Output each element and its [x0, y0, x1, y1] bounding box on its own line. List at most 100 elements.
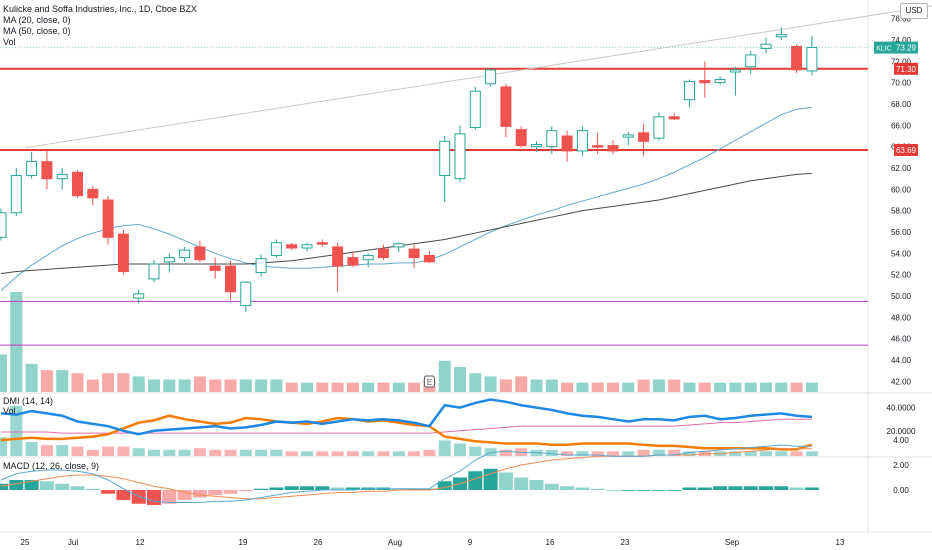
- volume-bar: [408, 382, 421, 392]
- price-tick-label: 46.00: [891, 335, 912, 344]
- ma50-legend[interactable]: MA (50, close, 0): [3, 26, 71, 36]
- macd-histogram-bar: [147, 490, 161, 505]
- dmi-volume-bar: [408, 451, 421, 456]
- macd-histogram-bar: [85, 488, 100, 490]
- volume-bar: [591, 382, 604, 392]
- volume-bar: [331, 382, 344, 392]
- price-tick-label: 54.00: [891, 249, 912, 258]
- candle-body: [485, 69, 497, 85]
- macd-histogram-bar: [759, 486, 773, 490]
- volume-bar: [270, 379, 283, 392]
- candle-body: [148, 263, 160, 280]
- candle-body: [760, 43, 772, 50]
- candle-body: [684, 81, 695, 101]
- dmi-label[interactable]: DMI (14, 14): [3, 396, 54, 406]
- volume-bar: [163, 379, 176, 392]
- macd-histogram-bar: [55, 483, 70, 490]
- time-axis-label: 12: [136, 538, 145, 547]
- volume-bar: [117, 373, 130, 392]
- macd-histogram-bar: [743, 486, 758, 490]
- dmi-volume-bar: [392, 451, 405, 456]
- macd-histogram-bar: [713, 486, 728, 490]
- ticker-badge: KLIC: [876, 46, 892, 53]
- volume-bar: [790, 382, 803, 392]
- macd-histogram-bar: [131, 490, 146, 504]
- time-axis-label: Aug: [388, 538, 402, 547]
- time-axis-label: Sep: [725, 538, 740, 547]
- macd-histogram-bar: [804, 487, 819, 490]
- macd-histogram-bar: [590, 488, 605, 490]
- macd-histogram-bar: [177, 490, 192, 500]
- dmi-volume-bar: [163, 449, 176, 456]
- candle-body: [194, 246, 206, 261]
- candle-body: [0, 212, 7, 238]
- candle-body: [607, 145, 619, 152]
- time-axis-label: 19: [239, 538, 248, 547]
- dmi-volume-bar: [255, 449, 268, 456]
- macd-histogram-bar: [9, 480, 24, 490]
- last-price-badge-bg: [894, 41, 918, 54]
- candle-body: [699, 80, 711, 84]
- dmi-volume-bar: [224, 449, 237, 456]
- dmi-volume-bar: [316, 451, 329, 456]
- dmi-volume-bar: [744, 451, 757, 456]
- price-tick-label: 42.00: [891, 377, 912, 386]
- candle-body: [347, 257, 359, 266]
- candle-body: [179, 249, 191, 259]
- macd-histogram-bar: [728, 486, 743, 490]
- price-tick-label: 50.00: [891, 292, 912, 301]
- volume-bar: [637, 379, 650, 392]
- volume-bar: [652, 379, 665, 392]
- macd-histogram-bar: [636, 490, 651, 491]
- candle-body: [56, 173, 68, 180]
- volume-bar: [86, 379, 99, 392]
- volume-bar: [744, 382, 757, 392]
- candle-body: [240, 281, 252, 307]
- symbol-title[interactable]: Kulicke and Soffa Industries, Inc., 1D, …: [3, 4, 197, 14]
- volume-bar: [193, 376, 206, 392]
- candle-body: [393, 243, 405, 248]
- volume-bar: [316, 382, 329, 392]
- volume-bar: [301, 382, 313, 392]
- macd-histogram-bar: [560, 486, 575, 490]
- volume-bar: [805, 382, 818, 392]
- level-upper-badge-bg: [894, 62, 918, 75]
- candle-body: [133, 293, 145, 299]
- volume-bar: [132, 376, 145, 392]
- macd-histogram-bar: [238, 490, 253, 492]
- macd-label[interactable]: MACD (12, 26, close, 9): [3, 461, 100, 471]
- dmi-volume-bar: [607, 451, 619, 456]
- macd-histogram-bar: [162, 490, 177, 504]
- volume-bar: [362, 382, 375, 392]
- time-axis-label: 13: [836, 538, 845, 547]
- dmi-volume-bar: [683, 451, 696, 456]
- dmi-legend: DMI (14, 14) Vol: [3, 396, 53, 416]
- dmi-volume-bar: [56, 445, 69, 456]
- vol-legend[interactable]: Vol: [3, 37, 16, 47]
- macd-histogram-bar: [0, 483, 8, 490]
- candle-body: [209, 265, 221, 271]
- candle-body: [41, 161, 53, 180]
- macd-histogram-bar: [651, 490, 666, 491]
- candle-body: [423, 254, 435, 263]
- currency-button[interactable]: USD: [900, 3, 928, 19]
- volume-bar: [239, 379, 252, 392]
- candle-body: [10, 174, 22, 214]
- dmi-volume-bar: [178, 449, 191, 456]
- volume-bar: [454, 367, 466, 392]
- price-tick-label: 52.00: [891, 271, 912, 280]
- volume-bar: [683, 382, 696, 392]
- ma20-legend[interactable]: MA (20, close, 0): [3, 15, 71, 25]
- candle-body: [117, 233, 129, 272]
- candle-body: [714, 78, 726, 84]
- level-lower-badge: 63.69: [896, 146, 917, 155]
- dmi-vol-label[interactable]: Vol: [3, 406, 16, 416]
- dmi-volume-bar: [622, 451, 635, 456]
- dmi-volume-bar: [805, 451, 818, 456]
- candle-body: [270, 242, 282, 256]
- dmi-volume-bar: [193, 448, 206, 456]
- candle-body: [791, 45, 803, 71]
- dmi-volume-bar: [285, 451, 298, 456]
